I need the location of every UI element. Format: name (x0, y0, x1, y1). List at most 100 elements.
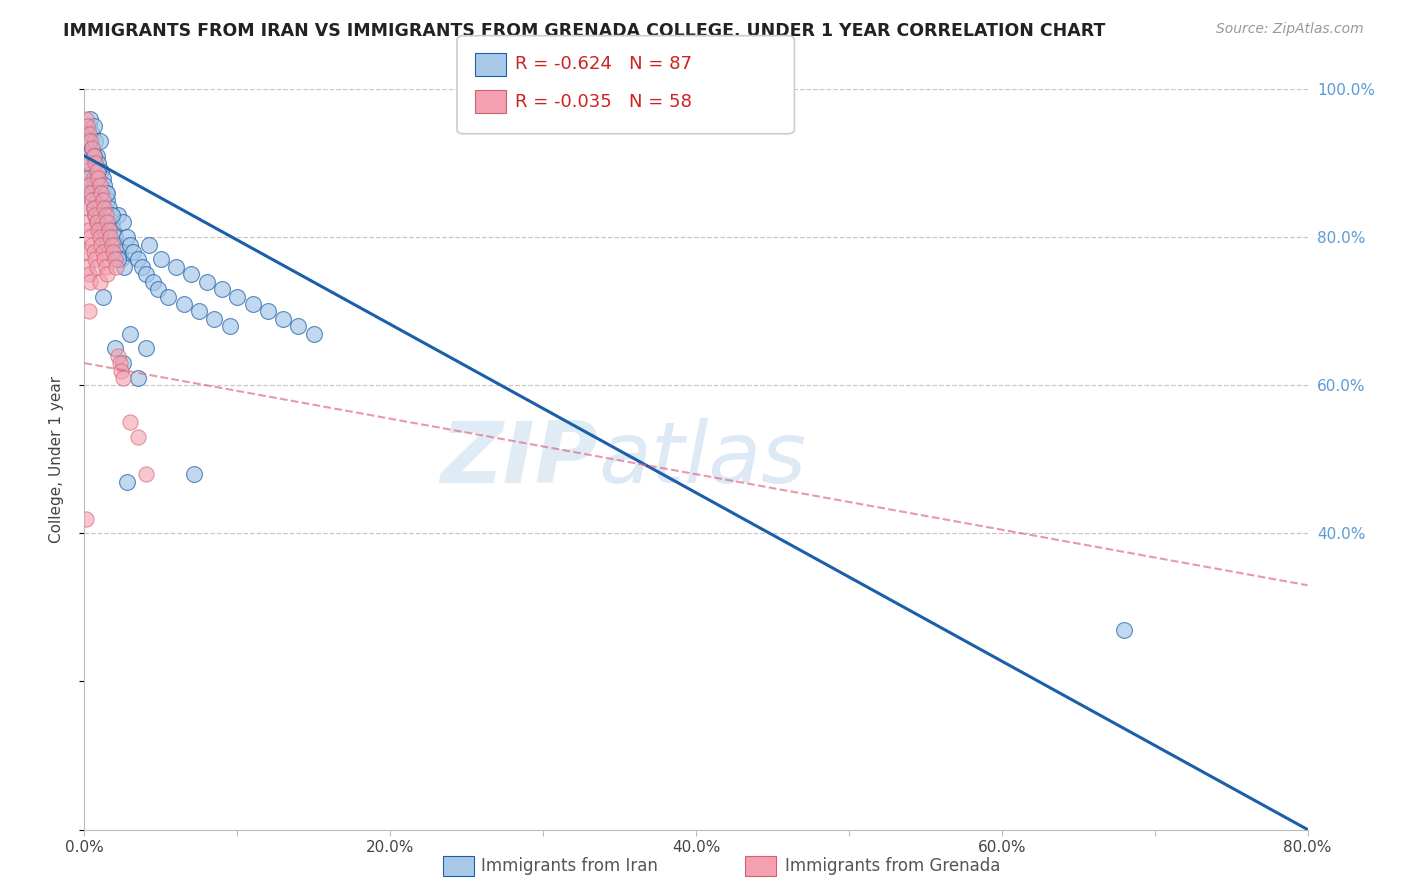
Point (94, 186, 117, 200)
Point (76, 215, 98, 229)
Point (91, 194, 114, 208)
Point (90, 237, 112, 252)
Point (146, 282, 169, 296)
Point (86, 260, 108, 274)
Point (89, 223, 111, 237)
Point (80, 186, 103, 200)
Point (218, 319, 240, 334)
Point (188, 304, 211, 318)
Point (90, 208, 112, 222)
Point (108, 356, 131, 370)
Point (302, 326, 325, 341)
Point (97, 245, 120, 260)
Point (127, 430, 149, 444)
Point (120, 415, 142, 429)
Point (138, 237, 160, 252)
Point (80, 194, 103, 208)
Text: Immigrants from Iran: Immigrants from Iran (481, 857, 658, 875)
Point (98, 230, 121, 244)
Point (86, 215, 108, 229)
Text: atlas: atlas (598, 417, 806, 501)
Point (83, 149, 105, 163)
Point (135, 341, 157, 355)
Point (91, 289, 114, 303)
Point (96, 268, 118, 282)
Point (75, 112, 97, 126)
Point (271, 311, 294, 326)
Point (75, 201, 97, 215)
Point (96, 186, 118, 200)
Point (180, 268, 202, 282)
Point (80, 237, 103, 252)
Point (90, 163, 112, 178)
Point (86, 171, 108, 186)
Point (89, 134, 111, 148)
Point (110, 252, 132, 267)
Point (183, 467, 205, 482)
Point (91, 245, 114, 260)
Point (108, 245, 131, 260)
Point (79, 156, 101, 170)
Point (120, 326, 142, 341)
Point (111, 371, 134, 385)
Point (96, 194, 118, 208)
Point (79, 134, 101, 148)
Point (287, 319, 309, 334)
Point (98, 208, 121, 222)
Point (83, 171, 105, 186)
Point (76, 260, 98, 274)
Point (75, 149, 97, 163)
Point (93, 201, 115, 215)
Point (93, 178, 115, 193)
Point (80, 141, 103, 155)
Point (91, 171, 114, 186)
Point (165, 260, 187, 274)
Point (195, 275, 218, 289)
Text: ZIP: ZIP (440, 417, 598, 501)
Text: R = -0.035   N = 58: R = -0.035 N = 58 (515, 93, 692, 111)
Point (93, 223, 115, 237)
Point (83, 201, 105, 215)
Point (120, 237, 142, 252)
Point (142, 275, 165, 289)
Point (89, 275, 111, 289)
Point (76, 134, 98, 148)
Point (96, 237, 118, 252)
Point (107, 252, 129, 267)
Point (105, 260, 128, 274)
Point (122, 245, 145, 260)
Point (75, 245, 97, 260)
Point (79, 230, 101, 244)
Point (101, 237, 124, 252)
Point (107, 349, 129, 363)
Point (76, 119, 98, 133)
Point (94, 260, 117, 274)
Point (84, 208, 107, 222)
Point (211, 282, 233, 296)
Point (112, 260, 135, 274)
Point (131, 260, 153, 274)
Text: Source: ZipAtlas.com: Source: ZipAtlas.com (1216, 22, 1364, 37)
Point (101, 208, 124, 222)
Point (80, 141, 103, 155)
Point (226, 289, 249, 303)
Point (83, 201, 105, 215)
Point (83, 119, 105, 133)
Point (77, 171, 100, 186)
Point (84, 134, 107, 148)
Point (86, 163, 108, 178)
Point (103, 245, 125, 260)
Point (83, 149, 105, 163)
Point (77, 223, 100, 237)
Point (111, 356, 134, 370)
Y-axis label: College, Under 1 year: College, Under 1 year (49, 376, 63, 543)
Point (80, 127, 103, 141)
Point (87, 201, 110, 215)
Point (257, 304, 280, 318)
Point (86, 194, 108, 208)
Point (93, 252, 115, 267)
Point (77, 119, 100, 133)
Point (90, 186, 112, 200)
Point (101, 215, 124, 229)
Point (87, 171, 110, 186)
